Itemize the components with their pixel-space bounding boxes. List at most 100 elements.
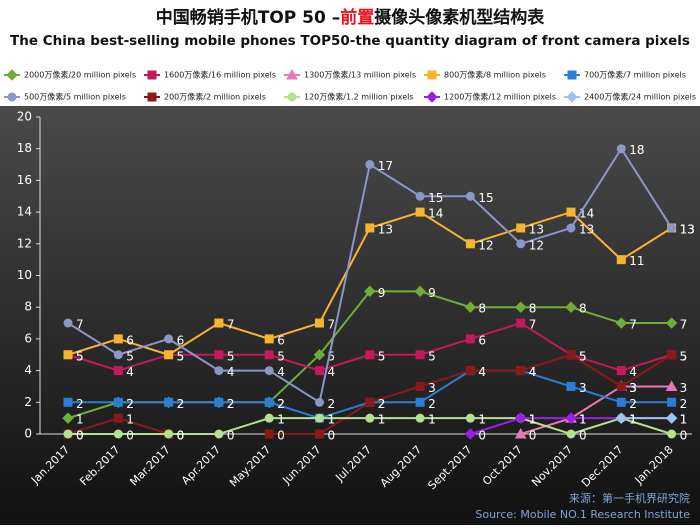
- data-label: 3: [629, 381, 637, 395]
- data-point: [164, 350, 174, 360]
- data-point: [264, 334, 274, 344]
- data-point: [113, 334, 123, 344]
- data-point: [565, 412, 577, 424]
- data-label: 5: [277, 349, 285, 363]
- data-label: 2: [680, 397, 688, 411]
- data-point: [616, 144, 626, 154]
- y-tick-label: 20: [17, 110, 32, 124]
- data-point: [514, 427, 527, 439]
- legend-marker: [147, 92, 157, 102]
- data-label: 4: [629, 365, 637, 379]
- chart-subtitle: The China best-selling mobile phones TOP…: [10, 33, 690, 49]
- data-point: [315, 429, 324, 439]
- data-point: [63, 318, 73, 328]
- y-tick-label: 4: [24, 363, 32, 377]
- data-label: 6: [478, 333, 486, 347]
- data-label: 3: [629, 381, 637, 395]
- data-point: [365, 397, 375, 407]
- data-point: [566, 350, 576, 360]
- data-label: 2: [126, 397, 134, 411]
- data-label: 0: [76, 429, 84, 443]
- data-label: 4: [328, 365, 336, 379]
- y-tick-label: 6: [24, 331, 32, 345]
- data-point: [264, 429, 274, 439]
- data-point: [665, 380, 678, 391]
- y-tick-label: 14: [17, 205, 32, 219]
- data-point: [566, 429, 576, 439]
- data-label: 2: [126, 397, 134, 411]
- data-label: 7: [227, 318, 235, 332]
- chart-title: 中国畅销手机TOP 50 –前置摄像头像素机型结构表: [156, 7, 546, 28]
- data-point: [214, 366, 224, 376]
- data-label: 6: [277, 333, 285, 347]
- data-label: 1: [579, 413, 587, 427]
- data-label: 1: [680, 413, 688, 427]
- data-label: 0: [177, 429, 185, 443]
- y-tick-label: 0: [24, 427, 32, 441]
- data-label: 15: [478, 191, 493, 205]
- data-point: [514, 412, 527, 424]
- data-point: [616, 381, 626, 391]
- data-point: [415, 350, 425, 360]
- data-label: 7: [680, 318, 688, 332]
- data-label: 5: [227, 349, 235, 363]
- data-point: [113, 429, 123, 439]
- data-label: 4: [529, 365, 537, 379]
- title-part: 前置: [340, 7, 374, 28]
- data-label: 2: [227, 397, 235, 411]
- legend-marker: [427, 70, 437, 80]
- data-point: [365, 223, 375, 233]
- data-label: 2: [428, 397, 436, 411]
- data-label: 2: [629, 397, 637, 411]
- data-point: [264, 350, 274, 360]
- data-label: 4: [529, 365, 537, 379]
- data-point: [214, 397, 224, 407]
- data-point: [516, 318, 526, 328]
- data-point: [566, 381, 576, 391]
- data-point: [415, 413, 425, 423]
- data-label: 4: [126, 365, 134, 379]
- data-label: 1: [328, 413, 336, 427]
- data-point: [113, 413, 123, 423]
- legend-label: 2400万像素/24 million pixels: [584, 92, 696, 102]
- data-point: [164, 334, 174, 344]
- data-point: [665, 317, 678, 329]
- data-label: 12: [529, 238, 544, 252]
- data-point: [465, 366, 475, 376]
- data-label: 1: [76, 413, 84, 427]
- data-point: [516, 366, 526, 376]
- data-point: [415, 381, 425, 391]
- data-label: 5: [579, 349, 587, 363]
- data-point: [214, 429, 224, 439]
- data-label: 5: [378, 349, 386, 363]
- y-tick-label: 10: [17, 268, 32, 282]
- data-label: 0: [177, 429, 185, 443]
- data-label: 13: [378, 222, 393, 236]
- data-point: [615, 317, 628, 329]
- data-label: 18: [629, 143, 644, 157]
- data-point: [516, 239, 526, 249]
- data-label: 14: [428, 207, 443, 221]
- data-point: [415, 397, 425, 407]
- data-label: 8: [529, 302, 537, 316]
- data-point: [667, 429, 677, 439]
- y-tick-label: 18: [17, 141, 32, 155]
- data-point: [315, 366, 324, 376]
- data-label: 12: [478, 238, 493, 252]
- data-label: 5: [76, 349, 84, 363]
- legend-marker: [147, 70, 157, 80]
- data-label: 2: [227, 397, 235, 411]
- data-point: [667, 397, 677, 407]
- data-label: 1: [579, 413, 587, 427]
- legend-label: 500万像素/5 million pixels: [24, 92, 126, 102]
- y-tick-label: 8: [24, 300, 32, 314]
- legend-label: 120万像素/1.2 million pixels: [304, 92, 414, 102]
- data-point: [214, 350, 224, 360]
- data-label: 0: [227, 429, 235, 443]
- data-label: 13: [680, 222, 695, 236]
- data-label: 2: [76, 397, 84, 411]
- data-label: 11: [629, 254, 644, 268]
- data-label: 2: [177, 397, 185, 411]
- data-label: 1: [629, 413, 637, 427]
- data-label: 2: [378, 397, 386, 411]
